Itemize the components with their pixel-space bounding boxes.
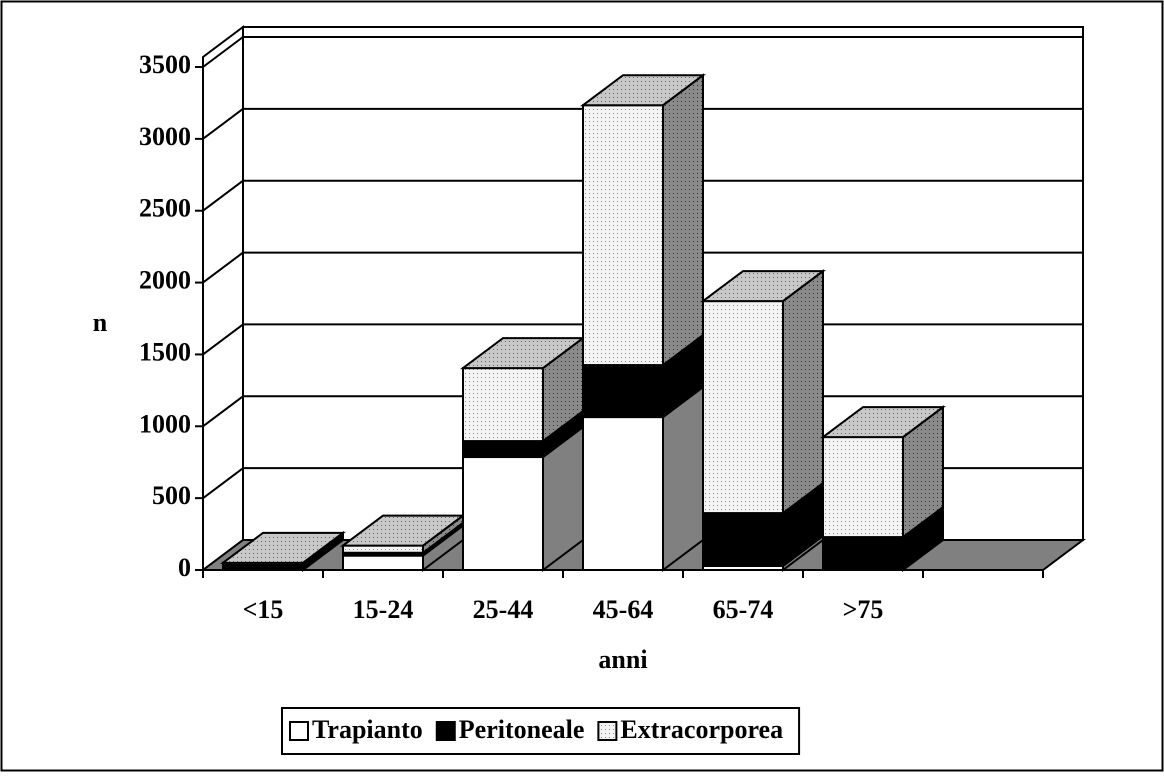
bar-side <box>662 385 704 572</box>
bar-segment <box>702 300 784 515</box>
y-tick-label: 1500 <box>139 337 191 366</box>
y-tick-label: 500 <box>152 481 191 510</box>
x-tick-label: >75 <box>843 595 884 624</box>
legend-swatch <box>597 721 618 741</box>
y-tick-label: 2500 <box>139 194 191 223</box>
bar-top <box>580 74 706 107</box>
bar-segment <box>462 440 544 459</box>
grid-line <box>202 179 244 212</box>
bar-segment <box>702 512 784 567</box>
bar-segment <box>582 416 664 572</box>
legend-swatch <box>435 721 456 741</box>
bar-top <box>820 406 946 439</box>
legend-box <box>281 707 801 755</box>
legend: Trapianto Peritoneale Extracorporea <box>281 707 801 755</box>
grid-line <box>202 323 244 356</box>
grid-line <box>202 108 244 140</box>
grid-line <box>202 395 244 428</box>
grid-line <box>202 467 244 499</box>
legend-label: Peritoneale <box>459 715 585 744</box>
x-tick-label: 25-44 <box>473 595 534 624</box>
y-tick-label: 1000 <box>139 409 191 438</box>
bar-top <box>700 270 826 303</box>
bar-segment <box>462 456 544 571</box>
y-tick-label: 0 <box>178 553 191 582</box>
x-tick-label: 65-74 <box>713 595 774 624</box>
grid-line <box>202 36 244 68</box>
bar-top <box>220 531 346 564</box>
bar-segment <box>462 367 544 443</box>
bar-side <box>782 269 824 516</box>
x-tick-label: <15 <box>243 595 284 624</box>
y-tick-label: 3500 <box>139 50 191 79</box>
x-axis-label: anni <box>598 645 647 674</box>
legend-swatch <box>289 721 309 741</box>
bar-segment <box>342 544 424 554</box>
x-tick-label: 15-24 <box>353 595 414 624</box>
x-tick-label: 45-64 <box>593 595 654 624</box>
legend-label: Trapianto <box>312 715 423 744</box>
y-tick-label: 2000 <box>139 266 191 295</box>
legend-label: Extracorporea <box>620 715 783 744</box>
side-wall <box>202 25 244 572</box>
bar-side <box>662 73 704 368</box>
bar-segment <box>582 104 664 367</box>
y-tick-label: 3000 <box>139 122 191 151</box>
bar-segment <box>822 436 904 539</box>
bar-segment <box>342 554 424 572</box>
bar-segment <box>582 364 664 419</box>
grid-line <box>202 251 244 284</box>
y-axis-label: n <box>93 308 108 337</box>
bar-segment <box>822 536 904 571</box>
